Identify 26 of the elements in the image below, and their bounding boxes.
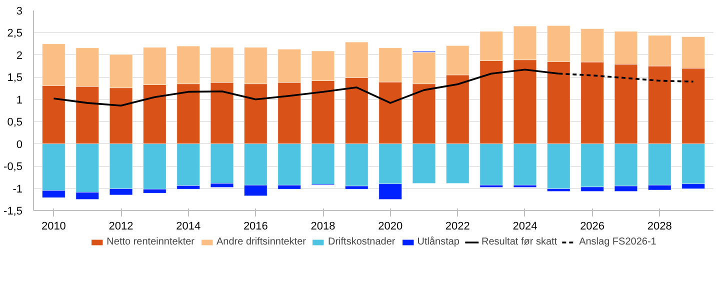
- legend-label: Driftskostnader: [328, 236, 396, 248]
- y-tick-label: -0,5: [4, 161, 23, 174]
- legend-label: Utlånstap: [417, 236, 460, 248]
- y-tick-label: 2,5: [7, 28, 23, 40]
- x-tick-label: 2020: [378, 220, 403, 232]
- x-tick-label: 2018: [310, 220, 336, 232]
- y-tick-label: 1: [16, 94, 23, 106]
- x-tick-label: 2016: [243, 220, 268, 232]
- legend-label: Anslag FS2026-1: [579, 236, 656, 248]
- legend-label: Andre driftsinntekter: [216, 236, 306, 248]
- y-tick-label: -1: [12, 183, 22, 196]
- x-tick-label: 2028: [647, 220, 672, 232]
- x-tick-label: 2022: [445, 220, 470, 232]
- x-tick-label: 2014: [176, 220, 201, 232]
- x-tick-label: 2026: [580, 220, 605, 232]
- y-tick-label: 0: [16, 138, 23, 151]
- legend-label: Netto renteinntekter: [106, 236, 194, 248]
- y-tick-label: 1,5: [7, 72, 23, 84]
- y-tick-label: 2: [16, 50, 23, 62]
- y-tick-label: 0,5: [7, 116, 23, 129]
- x-tick-label: 2010: [41, 220, 66, 232]
- x-tick-label: 2012: [108, 220, 134, 232]
- legend-label: Resultat før skatt: [481, 236, 558, 248]
- x-tick-label: 2024: [512, 220, 538, 232]
- y-tick-label: 3: [16, 6, 23, 18]
- y-tick-label: -1,5: [4, 206, 23, 218]
